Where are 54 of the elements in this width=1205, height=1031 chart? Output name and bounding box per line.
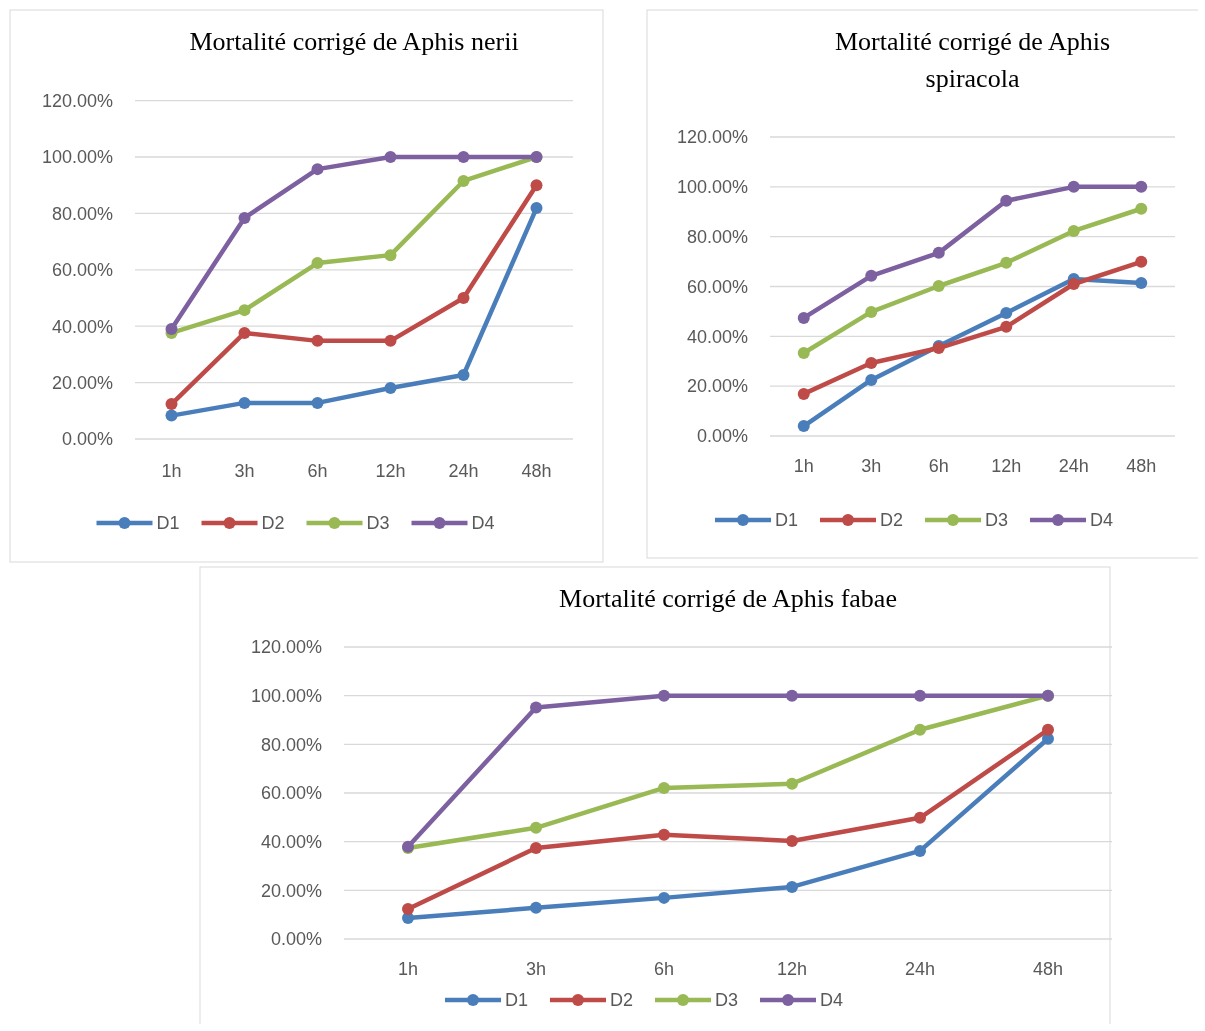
x-tick-label: 24h [448,461,479,482]
y-tick-label: 60.00% [686,276,748,297]
x-tick-label: 3h [861,456,882,477]
legend-label: D3 [715,990,739,1011]
chart-title: Mortalité corrigé de Aphis fabae [559,584,897,613]
y-tick-label: 120.00% [250,637,322,658]
x-tick-label: 1h [793,456,814,477]
x-tick-label: 1h [161,461,182,482]
x-tick-label: 24h [1058,456,1089,477]
y-tick-label: 120.00% [41,90,113,111]
x-tick-label: 6h [928,456,949,477]
chart-title: Mortalité corrigé de Aphis spiracola [834,27,1111,93]
legend-label: D2 [880,510,904,531]
y-tick-label: 0.00% [61,429,113,450]
x-tick-label: 3h [234,461,255,482]
y-tick-label: 20.00% [260,880,322,901]
x-tick-label: 1h [397,959,419,980]
x-tick-label: 12h [375,461,406,482]
legend-label: D4 [1090,510,1114,531]
y-tick-label: 0.00% [270,929,322,950]
y-tick-label: 120.00% [676,127,748,148]
legend-label: D3 [985,510,1009,531]
legend-label: D2 [261,513,285,534]
y-tick-label: 80.00% [260,734,322,755]
legend-label: D4 [820,990,844,1011]
y-tick-label: 0.00% [696,426,748,447]
y-tick-label: 20.00% [686,376,748,397]
y-tick-label: 100.00% [41,147,113,168]
x-tick-label: 6h [307,461,328,482]
legend-label: D1 [156,513,180,534]
x-tick-label: 24h [904,959,936,980]
legend-label: D1 [505,990,529,1011]
y-tick-label: 20.00% [51,372,113,393]
x-tick-label: 3h [525,959,547,980]
x-tick-label: 48h [521,461,552,482]
y-tick-label: 80.00% [686,226,748,247]
y-tick-label: 40.00% [260,831,322,852]
x-tick-label: 6h [653,959,675,980]
y-tick-label: 60.00% [51,260,113,281]
y-tick-label: 80.00% [51,203,113,224]
x-tick-label: 48h [1126,456,1157,477]
x-tick-label: 48h [1032,959,1064,980]
legend-label: D2 [610,990,634,1011]
legend-label: D3 [366,513,390,534]
legend-label: D1 [775,510,799,531]
x-tick-label: 12h [776,959,808,980]
y-tick-label: 100.00% [676,177,748,198]
y-tick-label: 40.00% [51,316,113,337]
y-tick-label: 100.00% [250,685,322,706]
y-tick-label: 40.00% [686,326,748,347]
chart-title: Mortalité corrigé de Aphis nerii [189,27,519,56]
y-tick-label: 60.00% [260,783,322,804]
legend-label: D4 [471,513,495,534]
x-tick-label: 12h [991,456,1022,477]
